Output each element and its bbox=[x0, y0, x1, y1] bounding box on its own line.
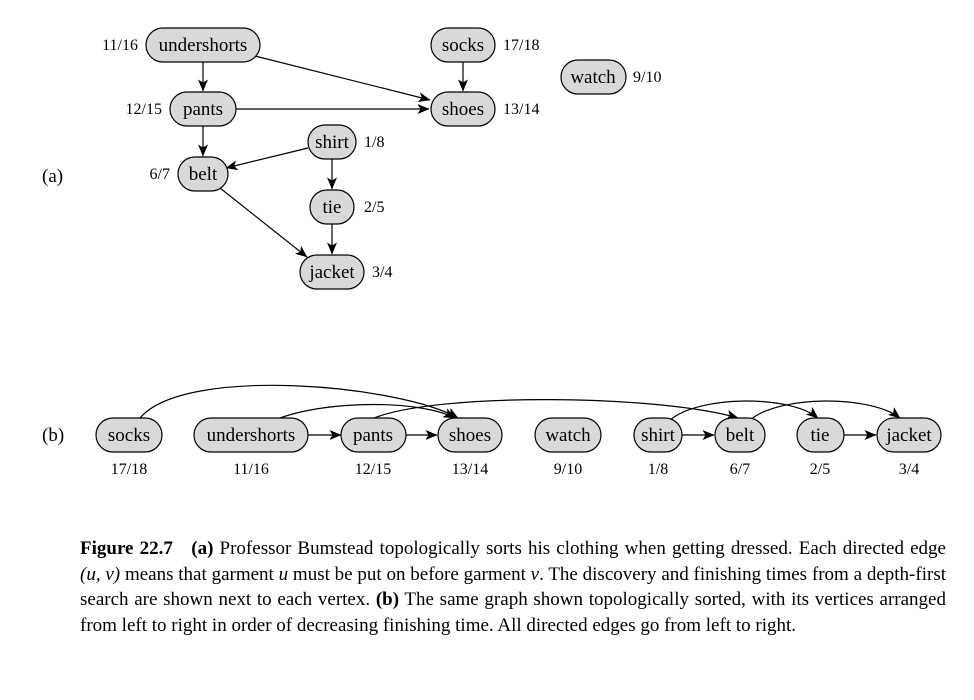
time-a-watch: 9/10 bbox=[633, 69, 661, 86]
time-b-pants: 12/15 bbox=[355, 461, 391, 478]
node-b-shoes: shoes bbox=[437, 417, 503, 453]
node-a-socks: socks bbox=[430, 27, 496, 63]
caption-edge-pair: (u, v) bbox=[80, 563, 121, 585]
caption-text-3: must be put on before garment bbox=[288, 563, 531, 585]
node-a-shoes: shoes bbox=[430, 91, 496, 127]
edge-b-shirt-tie bbox=[669, 400, 819, 421]
node-a-tie: tie bbox=[309, 189, 355, 225]
caption-text-2: means that garment bbox=[120, 563, 279, 585]
panel-a-nodes: undershorts 11/16 socks 17/18 watch 9/10… bbox=[102, 27, 661, 290]
panel-a-edges bbox=[198, 55, 468, 258]
panel-b-times: 17/18 11/16 12/15 13/14 9/10 1/8 6/7 2/5… bbox=[111, 461, 919, 478]
time-a-pants: 12/15 bbox=[126, 101, 162, 118]
caption-part-a-label: (a) bbox=[191, 538, 214, 559]
edge-a-belt-jacket bbox=[219, 187, 308, 258]
node-label: belt bbox=[726, 425, 755, 446]
node-label: shoes bbox=[449, 425, 491, 446]
node-a-belt: belt bbox=[177, 156, 229, 192]
node-b-socks: socks bbox=[95, 417, 163, 453]
panel-b-edges bbox=[139, 384, 901, 440]
edge-b-pants-belt bbox=[373, 399, 739, 420]
node-a-watch: watch bbox=[560, 59, 627, 95]
caption-var-v: v bbox=[530, 563, 540, 585]
node-label: jacket bbox=[308, 262, 355, 283]
time-a-belt: 6/7 bbox=[150, 166, 170, 183]
node-a-jacket: jacket bbox=[299, 254, 365, 290]
node-label: belt bbox=[189, 164, 218, 185]
time-a-shirt: 1/8 bbox=[364, 134, 384, 151]
node-b-undershorts: undershorts bbox=[193, 417, 309, 453]
node-b-tie: tie bbox=[796, 417, 845, 453]
time-b-belt: 6/7 bbox=[730, 461, 750, 478]
edge-b-socks-shoes bbox=[139, 384, 459, 419]
node-label: jacket bbox=[885, 425, 932, 446]
node-label: undershorts bbox=[159, 35, 248, 56]
node-a-undershorts: undershorts bbox=[145, 27, 261, 63]
figure-label: Figure 22.7 bbox=[80, 538, 173, 559]
node-label: pants bbox=[353, 425, 393, 446]
node-label: socks bbox=[442, 35, 484, 56]
node-label: tie bbox=[811, 425, 830, 446]
time-a-tie: 2/5 bbox=[364, 199, 384, 216]
caption-var-u: u bbox=[278, 563, 289, 585]
time-b-socks: 17/18 bbox=[111, 461, 147, 478]
topological-sort-diagram: (a) (b) undershorts 11/16 socks 17/18 wa… bbox=[42, 27, 942, 478]
node-b-jacket: jacket bbox=[876, 417, 942, 453]
time-b-tie: 2/5 bbox=[810, 461, 830, 478]
time-a-jacket: 3/4 bbox=[372, 264, 392, 281]
panel-a-label: (a) bbox=[42, 166, 63, 187]
node-b-watch: watch bbox=[534, 417, 602, 453]
time-a-socks: 17/18 bbox=[503, 37, 539, 54]
node-label: socks bbox=[108, 425, 150, 446]
node-label: pants bbox=[183, 99, 223, 120]
caption-part-b-label: (b) bbox=[375, 589, 400, 610]
time-b-watch: 9/10 bbox=[554, 461, 582, 478]
edge-a-undershorts-shoes bbox=[254, 55, 431, 103]
node-label: watch bbox=[545, 425, 591, 446]
node-label: shirt bbox=[641, 425, 676, 446]
time-a-undershorts: 11/16 bbox=[102, 37, 138, 54]
panel-b-label: (b) bbox=[42, 425, 64, 446]
time-b-undershorts: 11/16 bbox=[233, 461, 269, 478]
node-label: shoes bbox=[442, 99, 484, 120]
node-label: undershorts bbox=[207, 425, 296, 446]
time-b-shirt: 1/8 bbox=[648, 461, 668, 478]
caption-text-4: . The discovery and finishing times from… bbox=[80, 563, 946, 611]
caption-text-1: Professor Bumstead topologically sorts h… bbox=[213, 538, 946, 559]
time-a-shoes: 13/14 bbox=[503, 101, 539, 118]
node-label: shirt bbox=[315, 132, 350, 153]
node-label: tie bbox=[323, 197, 342, 218]
node-b-pants: pants bbox=[340, 417, 407, 453]
figure-caption: Figure 22.7 (a) Professor Bumstead topol… bbox=[80, 536, 946, 638]
node-b-shirt: shirt bbox=[633, 417, 683, 453]
caption-text-5: The same graph shown topologically sorte… bbox=[80, 589, 946, 636]
panel-b-nodes: socks undershorts pants shoes watch shir… bbox=[95, 417, 942, 453]
edge-b-undershorts-shoes bbox=[279, 403, 456, 419]
edge-b-belt-jacket bbox=[749, 400, 901, 421]
edge-a-shirt-belt bbox=[225, 147, 309, 171]
time-b-jacket: 3/4 bbox=[899, 461, 919, 478]
time-b-shoes: 13/14 bbox=[452, 461, 488, 478]
node-a-shirt: shirt bbox=[307, 124, 357, 160]
node-label: watch bbox=[570, 67, 616, 88]
node-b-belt: belt bbox=[714, 417, 766, 453]
node-a-pants: pants bbox=[169, 91, 237, 127]
